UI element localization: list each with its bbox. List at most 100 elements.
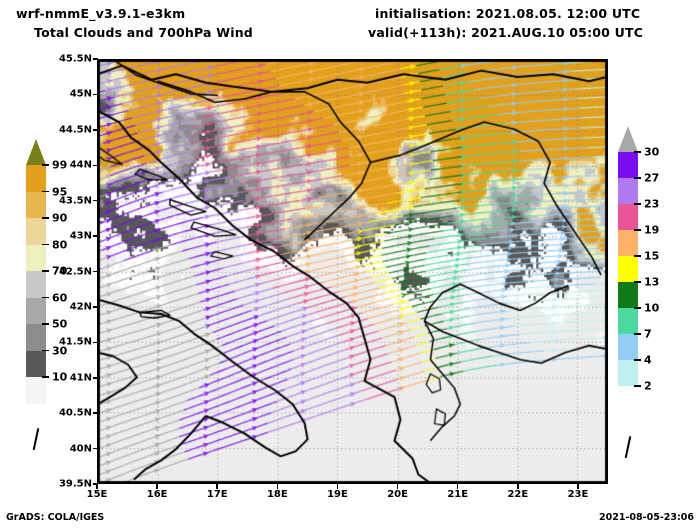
y-axis-tick-mark xyxy=(93,341,98,344)
x-axis-tick-mark xyxy=(276,484,279,489)
header-model-name: wrf-nmmE_v3.9.1-e3km xyxy=(16,6,186,21)
colorbar-tick-mark xyxy=(634,385,641,387)
x-axis-tick-label: 19E xyxy=(327,489,348,500)
footer-credit: GrADS: COLA/IGES xyxy=(6,512,105,523)
colorbar-band xyxy=(26,324,46,351)
x-axis-tick-label: 16E xyxy=(146,489,168,500)
colorbar-over-arrow xyxy=(618,126,638,152)
colorbar-tick-label: 19 xyxy=(644,223,660,237)
x-axis-tick-label: 18E xyxy=(266,489,288,500)
colorbar-stem xyxy=(624,436,631,458)
colorbar-tick-label: 7 xyxy=(644,327,652,341)
colorbar-tick-label: 90 xyxy=(52,211,68,225)
x-axis-tick-label: 22E xyxy=(507,489,529,500)
colorbar-tick-mark xyxy=(634,177,641,179)
colorbar-over-arrow xyxy=(26,139,46,165)
x-axis-tick-mark xyxy=(396,484,399,489)
colorbar-tick-label: 10 xyxy=(644,301,660,315)
y-axis-tick-mark xyxy=(93,93,98,96)
header-field-description: Total Clouds and 700hPa Wind xyxy=(34,25,253,40)
colorbar-tick-label: 27 xyxy=(644,171,660,185)
colorbar-tick-label: 60 xyxy=(52,291,68,304)
colorbar-band xyxy=(26,165,46,192)
x-axis-tick-mark xyxy=(456,484,459,489)
x-axis-tick-mark xyxy=(577,484,579,489)
y-axis-tick-label: 44.5N xyxy=(58,124,92,136)
x-axis-tick-label: 15E xyxy=(86,489,108,500)
colorbar-tick-label: 4 xyxy=(644,353,652,367)
colorbar-band xyxy=(618,178,638,204)
y-axis-tick-label: 39.5N xyxy=(58,478,92,490)
colorbar-tick-mark xyxy=(42,296,49,299)
colorbar-tick-mark xyxy=(634,255,641,257)
colorbar-tick-mark xyxy=(634,307,641,309)
colorbar-under-arrow xyxy=(26,403,46,430)
y-axis-tick-mark xyxy=(93,58,98,60)
x-axis-tick-mark xyxy=(96,484,98,489)
colorbar-tick-label: 23 xyxy=(644,197,660,211)
colorbar-tick-label: 10 xyxy=(52,370,68,384)
y-axis-tick-mark xyxy=(93,306,98,308)
colorbar-band xyxy=(26,191,46,218)
colorbar-tick-mark xyxy=(634,359,641,361)
y-axis-tick-mark xyxy=(93,447,98,450)
colorbar-tick-mark xyxy=(42,323,49,325)
colorbar-tick-label: 15 xyxy=(644,249,660,263)
colorbar-tick-label: 30 xyxy=(644,145,660,159)
y-axis-tick-label: 41.5N xyxy=(58,336,92,348)
weather-map-canvas xyxy=(98,60,607,483)
colorbar-tick-mark xyxy=(42,190,49,193)
map-plot-area[interactable] xyxy=(97,59,608,484)
colorbar-band xyxy=(618,256,638,282)
y-axis-tick-mark xyxy=(93,164,98,166)
colorbar-tick-mark xyxy=(634,151,641,153)
colorbar-tick-label: 50 xyxy=(52,317,68,331)
colorbar-tick-mark xyxy=(42,349,49,352)
colorbar-tick-label: 99 xyxy=(52,158,68,172)
x-axis-tick-mark xyxy=(517,484,519,489)
y-axis-tick-mark xyxy=(93,412,98,414)
y-axis-tick-label: 42.5N xyxy=(58,266,92,277)
y-axis-tick-mark xyxy=(93,235,98,237)
colorbar-band xyxy=(26,297,46,324)
header-valid-time: valid(+113h): 2021.AUG.10 05:00 UTC xyxy=(368,25,644,40)
colorbar-tick-mark xyxy=(634,203,641,205)
colorbar-tick-mark xyxy=(634,229,641,231)
y-axis-tick-label: 45.5N xyxy=(58,53,92,65)
colorbar-tick-label: 13 xyxy=(644,275,660,289)
y-axis-tick-label: 42N xyxy=(69,301,92,313)
y-axis-tick-label: 44N xyxy=(69,159,92,171)
colorbar-tick-label: 30 xyxy=(52,344,68,357)
colorbar-band xyxy=(26,244,46,271)
colorbar-tick-mark xyxy=(634,281,641,283)
colorbar-tick-label: 95 xyxy=(52,185,68,198)
y-axis-tick-mark xyxy=(93,199,98,202)
footer-timestamp: 2021-08-05-23:06 xyxy=(599,512,694,523)
colorbar-band xyxy=(618,386,638,412)
colorbar-tick-label: 70 xyxy=(52,264,68,278)
wind-speed-colorbar: 2 4 7 10 13 15 19 23 27 30 xyxy=(618,122,700,472)
colorbar-band xyxy=(26,218,46,245)
colorbar-band xyxy=(618,360,638,386)
colorbar-band xyxy=(618,152,638,178)
colorbar-band xyxy=(618,230,638,256)
colorbar-tick-mark xyxy=(42,164,49,166)
colorbar-tick-mark xyxy=(634,333,641,335)
colorbar-stem xyxy=(32,427,39,450)
x-axis-tick-mark xyxy=(336,484,339,489)
x-axis-tick-label: 21E xyxy=(447,489,469,500)
colorbar-tick-label: 80 xyxy=(52,238,68,251)
colorbar-band xyxy=(618,334,638,360)
y-axis-tick-mark xyxy=(93,129,98,131)
x-axis-tick-mark xyxy=(156,484,158,489)
y-axis-tick-label: 43N xyxy=(69,230,92,242)
colorbar-tick-mark xyxy=(42,270,49,272)
colorbar-band xyxy=(26,271,46,298)
colorbar-under-arrow xyxy=(618,412,638,438)
colorbar-band xyxy=(26,377,46,404)
x-axis-tick-label: 23E xyxy=(567,489,589,500)
colorbar-band xyxy=(618,204,638,230)
colorbar-band xyxy=(26,350,46,377)
y-axis-tick-label: 41N xyxy=(69,372,92,384)
y-axis-tick-mark xyxy=(93,483,98,485)
